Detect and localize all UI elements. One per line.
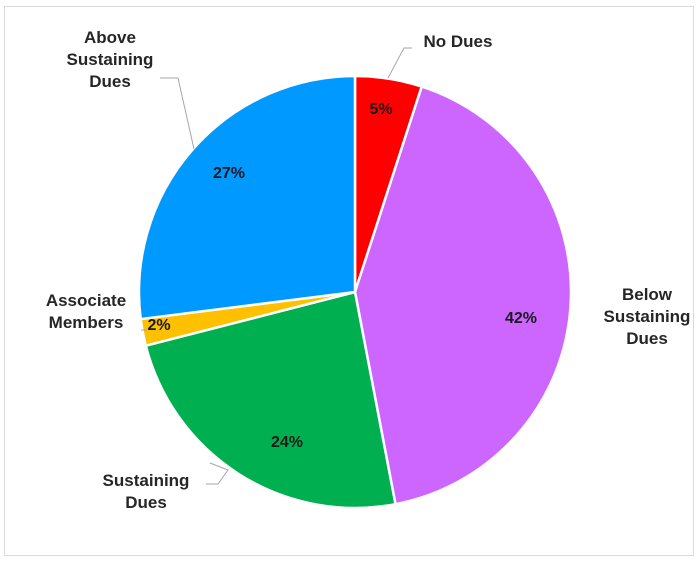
category-label-above-sustaining-dues: Above Sustaining Dues [67, 28, 154, 91]
category-label-below-sustaining-dues: Below Sustaining Dues [604, 285, 691, 348]
pie-slice-above-sustaining-dues [137, 74, 357, 321]
data-label-above-sustaining-dues: 27% [213, 165, 245, 182]
pie-slice-below-sustaining-dues [353, 85, 573, 506]
category-label-sustaining-dues: Sustaining Dues [103, 471, 190, 512]
leader-line-sustaining-dues [206, 462, 229, 485]
leader-line-no-dues [387, 47, 412, 79]
data-labels: 5% 42% 24% 2% 27% [147, 101, 537, 451]
data-label-no-dues: 5% [369, 101, 392, 118]
data-label-below-sustaining-dues: 42% [505, 310, 537, 327]
pie-slice-sustaining-dues [144, 290, 397, 510]
leader-line-above-sustaining-dues [160, 77, 195, 150]
data-label-sustaining-dues: 24% [271, 434, 303, 451]
category-label-associate-members: Associate Members [46, 291, 126, 332]
category-labels: No Dues Below Sustaining Dues Sustaining Dues… [46, 28, 691, 512]
category-label-no-dues: No Dues [424, 32, 493, 51]
leader-lines [141, 47, 412, 485]
pie-slices [137, 74, 573, 510]
data-label-associate-members: 2% [147, 317, 170, 334]
